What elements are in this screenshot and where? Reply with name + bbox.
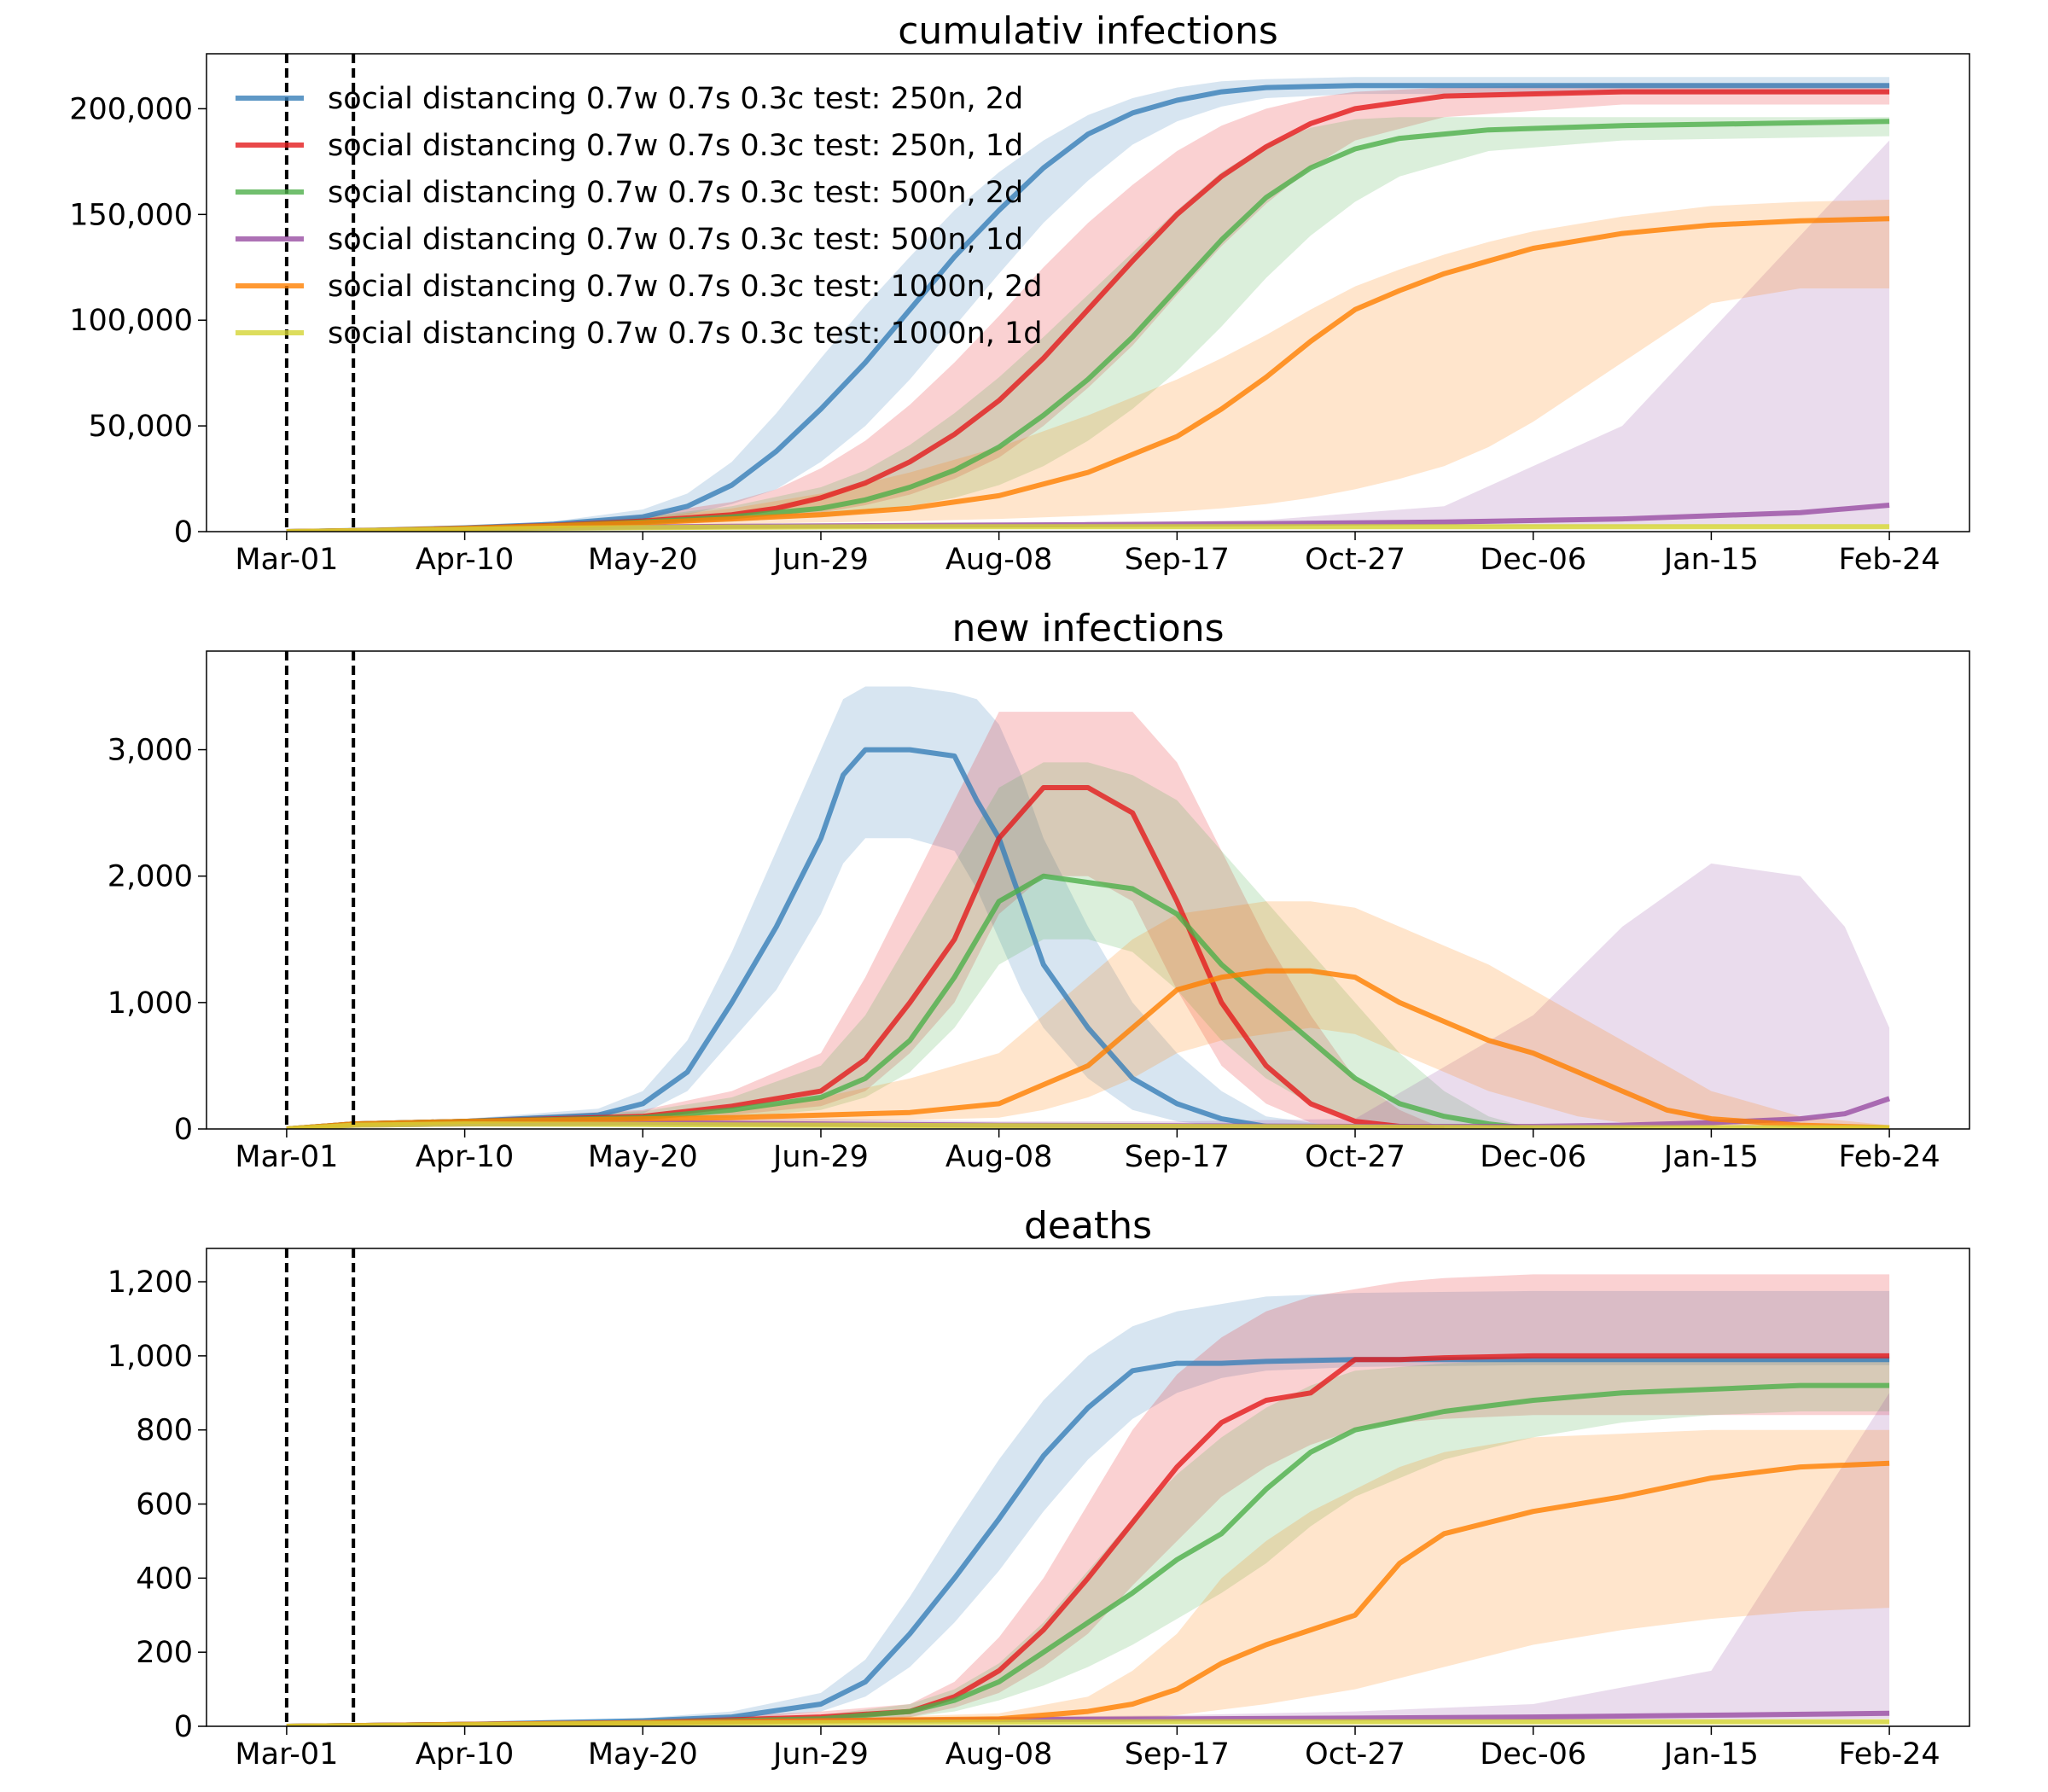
confidence-band-series-4 <box>286 1393 1890 1726</box>
x-tick-label: May-20 <box>588 1140 698 1174</box>
y-tick-label: 1,000 <box>108 1340 193 1374</box>
x-tick-label: Mar-01 <box>235 543 338 577</box>
y-tick-label: 0 <box>174 1710 193 1744</box>
series-line-6 <box>286 1719 1890 1726</box>
y-tick-label: 100,000 <box>69 304 193 338</box>
plot-area <box>286 77 1890 532</box>
series-line-6 <box>286 1121 1890 1129</box>
confidence-band-series-2 <box>286 712 1445 1129</box>
x-tick-label: Sep-17 <box>1125 1737 1230 1772</box>
x-tick-label: Apr-10 <box>416 1140 514 1174</box>
x-tick-label: Feb-24 <box>1839 1737 1940 1772</box>
y-tick-label: 0 <box>174 1113 193 1147</box>
confidence-band-series-5 <box>286 200 1890 532</box>
confidence-band-series-4 <box>286 863 1890 1129</box>
series-line-5 <box>286 216 1890 532</box>
confidence-band-series-3 <box>286 1355 1890 1726</box>
panel-deaths: deaths Mar-01 Apr-10 May-20 Jun-29 Aug-08 Sep-… <box>108 1204 1970 1772</box>
y-tick-label: 150,000 <box>69 198 193 232</box>
confidence-band-series-1 <box>286 77 1890 532</box>
plot-area <box>286 686 1891 1129</box>
x-tick-label: Jun-29 <box>771 543 869 577</box>
confidence-band-series-2 <box>286 1274 1890 1726</box>
y-tick-label: 1,000 <box>108 986 193 1021</box>
series-line-6 <box>286 524 1890 532</box>
x-tick-label: Oct-27 <box>1305 543 1405 577</box>
x-tick-label: Aug-08 <box>945 1737 1053 1772</box>
series-line-1 <box>286 83 1890 532</box>
series-line-1 <box>286 747 1356 1129</box>
y-tick-label: 200 <box>136 1636 193 1670</box>
x-tick-label: Oct-27 <box>1305 1140 1405 1174</box>
x-tick-label: Sep-17 <box>1125 1140 1230 1174</box>
x-tick-label: Sep-17 <box>1125 543 1230 577</box>
x-tick-label: Jun-29 <box>771 1140 869 1174</box>
x-tick-label: Jan-15 <box>1662 1737 1759 1772</box>
series-line-1 <box>286 1357 1890 1726</box>
confidence-band-series-3 <box>286 117 1890 532</box>
y-tick-label: 50,000 <box>89 410 193 444</box>
series-line-5 <box>286 968 1890 1129</box>
x-tick-label: Feb-24 <box>1839 1140 1940 1174</box>
y-tick-label: 600 <box>136 1488 193 1522</box>
confidence-band-series-5 <box>286 1429 1890 1726</box>
panel-cumulative-infections: cumulativ infections Mar-01 Apr-10 May-20 Ju… <box>69 9 1970 577</box>
x-tick-label: Apr-10 <box>416 543 514 577</box>
y-tick-label: 1,200 <box>108 1265 193 1300</box>
x-tick-label: Apr-10 <box>416 1737 514 1772</box>
x-tick-label: Dec-06 <box>1480 1737 1586 1772</box>
confidence-band-series-3 <box>286 762 1533 1129</box>
y-tick-label: 0 <box>174 515 193 550</box>
series-line-3 <box>286 1382 1890 1726</box>
axes-frame <box>206 1248 1970 1727</box>
plot-area <box>286 1274 1890 1726</box>
x-tick-label: Oct-27 <box>1305 1737 1405 1772</box>
legend-label-1: social distancing 0.7w 0.7s 0.3c test: 2… <box>328 82 1023 116</box>
legend-label-2: social distancing 0.7w 0.7s 0.3c test: 2… <box>328 129 1023 163</box>
x-tick-label: Aug-08 <box>945 1140 1053 1174</box>
x-tick-label: Dec-06 <box>1480 1140 1586 1174</box>
x-tick-label: May-20 <box>588 1737 698 1772</box>
x-tick-label: Mar-01 <box>235 1140 338 1174</box>
x-tick-label: May-20 <box>588 543 698 577</box>
legend-label-4: social distancing 0.7w 0.7s 0.3c test: 5… <box>328 223 1023 257</box>
y-tick-label: 800 <box>136 1414 193 1448</box>
x-tick-label: Jan-15 <box>1662 1140 1759 1174</box>
y-tick-label: 2,000 <box>108 860 193 894</box>
x-tick-label: Mar-01 <box>235 1737 338 1772</box>
legend-label-5: social distancing 0.7w 0.7s 0.3c test: 1… <box>328 270 1043 304</box>
chart-title: cumulativ infections <box>898 9 1278 53</box>
y-tick-label: 200,000 <box>69 92 193 126</box>
x-tick-label: Dec-06 <box>1480 543 1586 577</box>
x-tick-label: Jun-29 <box>771 1737 869 1772</box>
x-tick-label: Jan-15 <box>1662 543 1759 577</box>
y-tick-label: 400 <box>136 1562 193 1596</box>
series-line-3 <box>286 873 1534 1129</box>
panel-new-infections: new infections Mar-01 Apr-10 May-20 Jun-29 Au… <box>108 607 1970 1174</box>
y-tick-label: 3,000 <box>108 734 193 768</box>
legend-label-3: social distancing 0.7w 0.7s 0.3c test: 5… <box>328 176 1023 210</box>
legend-label-6: social distancing 0.7w 0.7s 0.3c test: 1… <box>328 317 1043 351</box>
legend: social distancing 0.7w 0.7s 0.3c test: 2… <box>236 82 1043 351</box>
confidence-band-series-1 <box>286 1290 1890 1726</box>
confidence-band-series-1 <box>286 686 1355 1129</box>
axes-frame <box>206 53 1970 532</box>
chart-title: deaths <box>1024 1204 1152 1248</box>
axes-frame <box>206 650 1970 1130</box>
confidence-band-series-4 <box>286 140 1890 532</box>
confidence-band-series-5 <box>286 901 1890 1129</box>
x-tick-label: Aug-08 <box>945 543 1053 577</box>
chart-title: new infections <box>952 607 1225 650</box>
x-tick-label: Feb-24 <box>1839 543 1940 577</box>
